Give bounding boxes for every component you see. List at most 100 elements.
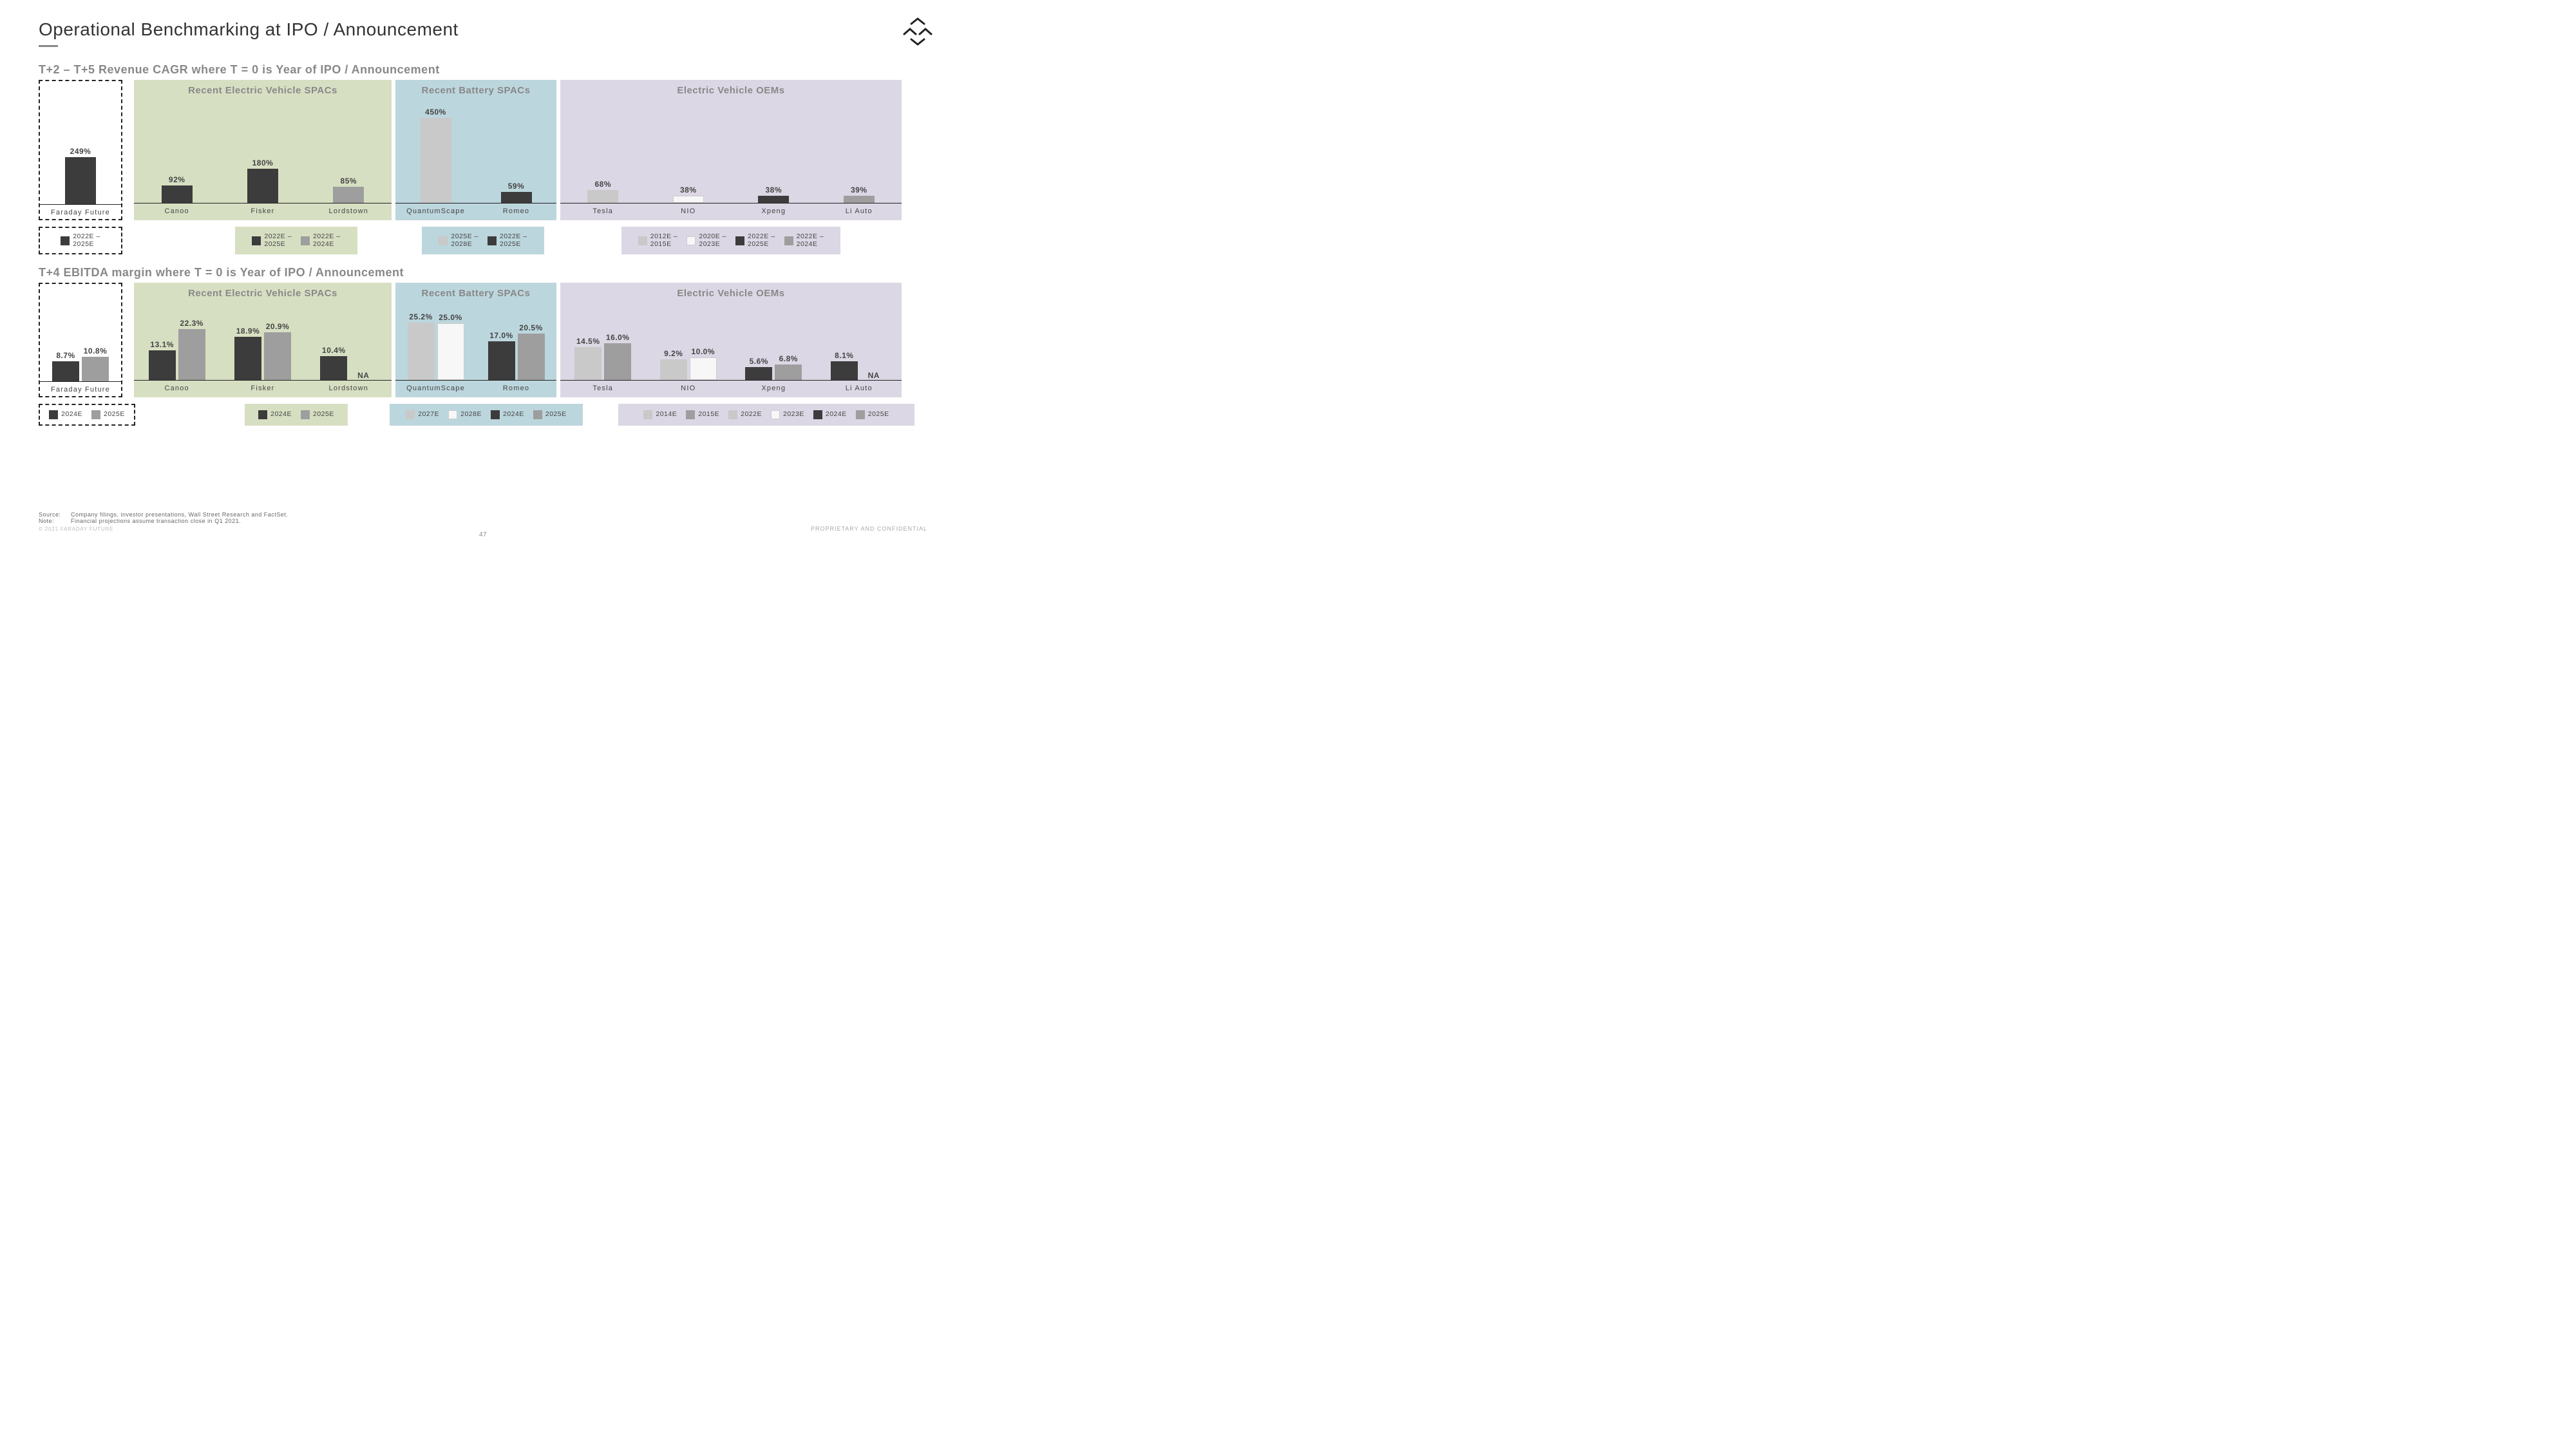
- bar-value-label: 10.0%: [691, 347, 715, 356]
- legend-item: 2020E – 2023E: [687, 233, 726, 248]
- bar: [149, 350, 176, 380]
- bars-area: 450% 59%: [395, 99, 556, 204]
- legend-text: 2022E: [741, 411, 762, 419]
- legend-item: 2025E: [91, 410, 125, 419]
- bar-value-label: 249%: [70, 147, 91, 156]
- bars-area: 249%: [40, 100, 121, 205]
- legend-item: 2025E – 2028E: [439, 233, 478, 248]
- legend-box: 2012E – 2015E2020E – 2023E2022E – 2025E2…: [621, 227, 840, 254]
- bars-area: 68%38%38%39%: [560, 99, 902, 204]
- bar: [52, 361, 79, 381]
- chart1: 249% Faraday Future Recent Electric Vehicl…: [39, 80, 927, 220]
- bar: [673, 196, 704, 203]
- bar-value-label: 68%: [594, 180, 611, 189]
- bar-value-label: NA: [357, 371, 369, 380]
- category-label: Romeo: [476, 207, 556, 218]
- bar-group: 39%: [817, 185, 902, 203]
- legend-box: 2027E2028E2024E2025E: [390, 404, 583, 426]
- chart-panel: Electric Vehicle OEMs14.5%16.0%9.2%10.0%…: [560, 283, 902, 397]
- title-underline: [39, 45, 58, 47]
- panel-title: Recent Electric Vehicle SPACs: [134, 288, 392, 302]
- category-label: Lordstown: [306, 207, 392, 218]
- chart-panel: 8.7%10.8%Faraday Future: [39, 283, 122, 397]
- legend-item: 2024E: [49, 410, 82, 419]
- category-label: QuantumScape: [395, 384, 476, 395]
- legend-item: 2015E: [686, 410, 719, 419]
- legend2: 2024E 2025E 2024E 2025E 2027E 2028E 2024E 2025E…: [39, 404, 927, 426]
- legend-swatch: [813, 410, 822, 419]
- category-label: NIO: [646, 207, 732, 218]
- category-label: NIO: [646, 384, 732, 395]
- bar: [604, 343, 631, 380]
- legend-text: 2020E – 2023E: [699, 233, 726, 248]
- legend-text: 2024E: [270, 411, 292, 419]
- legend-swatch: [643, 410, 652, 419]
- source-text: Company filings, investor presentations,…: [71, 511, 288, 518]
- legend-swatch: [686, 410, 695, 419]
- bar: [437, 323, 464, 380]
- category-label: Fisker: [220, 207, 305, 218]
- legend-text: 2025E: [868, 411, 889, 419]
- bar: [844, 196, 875, 203]
- panel-title: Recent Electric Vehicle SPACs: [134, 85, 392, 99]
- bar-value-label: 13.1%: [150, 340, 174, 349]
- bar-group: 450%: [395, 108, 476, 203]
- legend-text: 2012E – 2015E: [650, 233, 678, 248]
- bar-value-label: 59%: [508, 182, 525, 191]
- bar-value-label: 39%: [851, 185, 867, 194]
- legend-swatch: [61, 236, 70, 245]
- bar-value-label: 10.4%: [322, 346, 346, 355]
- legend-item: 2022E – 2025E: [61, 233, 100, 248]
- bar-group: 8.1%NA: [817, 351, 902, 380]
- legend-swatch: [533, 410, 542, 419]
- legend-text: 2022E – 2025E: [500, 233, 527, 248]
- note-label: Note:: [39, 518, 71, 524]
- bar-group: 38%: [731, 185, 817, 203]
- legend-swatch: [687, 236, 696, 245]
- category-label: Xpeng: [731, 384, 817, 395]
- bar-value-label: 5.6%: [750, 357, 768, 366]
- panel-title: [40, 289, 121, 303]
- legend-swatch: [771, 410, 780, 419]
- legend-swatch: [91, 410, 100, 419]
- bar: [745, 367, 772, 380]
- bar: [65, 157, 96, 204]
- chart-panel: Recent Battery SPACs25.2%25.0%17.0%20.5%…: [395, 283, 556, 397]
- legend-text: 2025E: [313, 411, 334, 419]
- chart-panel: Recent Electric Vehicle SPACs92%180%85%C…: [134, 80, 392, 220]
- panel-title: Recent Battery SPACs: [395, 85, 556, 99]
- category-label: Li Auto: [817, 207, 902, 218]
- category-label: Canoo: [134, 207, 220, 218]
- legend-swatch: [252, 236, 261, 245]
- category-label: Faraday Future: [40, 209, 121, 219]
- bar-value-label: 38%: [765, 185, 782, 194]
- bar-group: 180%: [220, 158, 305, 203]
- legend-text: 2028E: [460, 411, 482, 419]
- legend-text: 2022E – 2025E: [748, 233, 775, 248]
- category-label: Fisker: [220, 384, 305, 395]
- page-number: 47: [479, 531, 487, 538]
- legend-text: 2022E – 2024E: [313, 233, 341, 248]
- bar: [408, 323, 435, 380]
- logo-icon: [902, 16, 934, 48]
- bar-group: 9.2%10.0%: [646, 347, 732, 380]
- legend-text: 2025E: [104, 411, 125, 419]
- legend-swatch: [439, 236, 448, 245]
- footer: Source:Company filings, investor present…: [39, 511, 927, 532]
- legend-item: 2027E: [406, 410, 439, 419]
- bar: [660, 359, 687, 381]
- legend-item: 2024E: [813, 410, 847, 419]
- legend-item: 2024E: [491, 410, 524, 419]
- legend-swatch: [856, 410, 865, 419]
- bars-area: 8.7%10.8%: [40, 303, 121, 382]
- bar-group: 85%: [306, 176, 392, 203]
- legend-text: 2025E – 2028E: [451, 233, 478, 248]
- legend-item: 2025E: [301, 410, 334, 419]
- legend-swatch: [49, 410, 58, 419]
- bar-group: 10.4% NA: [306, 346, 392, 380]
- bar-group: 59%: [476, 182, 556, 203]
- legend-swatch: [258, 410, 267, 419]
- bar-value-label: 6.8%: [779, 354, 798, 363]
- category-label: Li Auto: [817, 384, 902, 395]
- bar: [831, 361, 858, 380]
